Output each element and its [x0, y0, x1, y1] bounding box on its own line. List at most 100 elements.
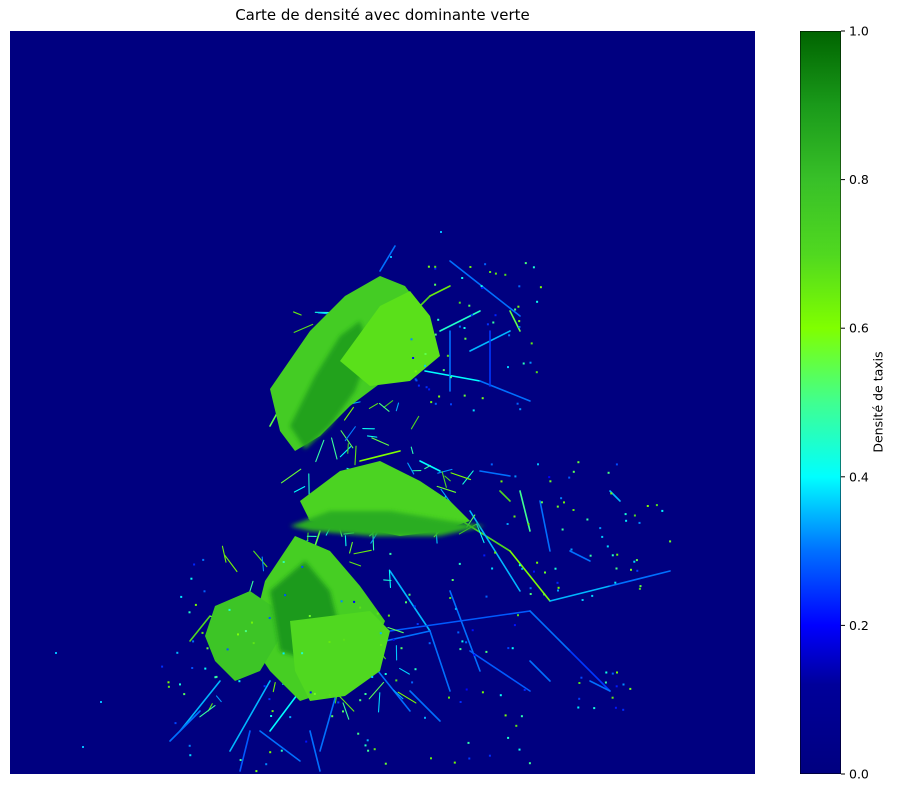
- density-point: [472, 409, 475, 412]
- street-texture: [368, 402, 379, 409]
- street-segment: [479, 470, 511, 477]
- density-point: [577, 461, 580, 464]
- density-point: [408, 593, 411, 596]
- density-point: [203, 590, 206, 593]
- density-point: [518, 285, 521, 288]
- density-point: [425, 386, 428, 389]
- density-point: [461, 277, 464, 279]
- density-point: [548, 476, 551, 479]
- street-texture: [337, 694, 355, 712]
- density-point: [194, 603, 197, 606]
- density-point: [521, 567, 524, 570]
- density-point: [624, 513, 627, 516]
- density-point: [340, 600, 343, 603]
- colorbar-gradient: [800, 31, 841, 774]
- density-point: [511, 647, 514, 650]
- density-point: [508, 334, 511, 337]
- density-point: [556, 505, 559, 508]
- street-texture: [293, 323, 314, 333]
- density-point: [193, 563, 196, 566]
- density-point: [366, 739, 369, 742]
- density-point: [518, 326, 521, 328]
- density-point: [549, 480, 552, 483]
- density-point: [449, 376, 452, 379]
- density-point: [161, 665, 164, 668]
- street-segment: [309, 730, 321, 772]
- density-point: [202, 558, 205, 561]
- density-point: [190, 577, 193, 580]
- density-point: [305, 740, 308, 743]
- density-point: [507, 366, 509, 369]
- colorbar-tick-label: 0.8: [849, 172, 869, 187]
- density-point: [359, 699, 362, 702]
- density-point: [201, 631, 204, 634]
- street-segment: [449, 590, 481, 672]
- density-point: [611, 554, 614, 557]
- density-point: [268, 698, 271, 701]
- region-lower-west: [205, 591, 278, 681]
- street-texture: [272, 682, 276, 693]
- density-point: [454, 607, 457, 610]
- density-point: [167, 685, 170, 688]
- density-point: [530, 342, 533, 345]
- street-texture: [331, 437, 338, 460]
- street-segment: [569, 550, 591, 562]
- street-segment: [529, 610, 571, 652]
- density-point: [507, 647, 510, 650]
- street-texture: [383, 400, 394, 408]
- density-point: [434, 402, 437, 405]
- street-segment: [359, 450, 401, 462]
- density-point: [176, 651, 179, 654]
- street-texture: [199, 704, 216, 718]
- density-point: [414, 370, 417, 373]
- density-point: [228, 608, 231, 611]
- density-point: [380, 643, 383, 646]
- density-point: [468, 304, 471, 307]
- density-point: [615, 567, 618, 570]
- street-texture: [410, 446, 414, 455]
- density-point: [481, 397, 484, 400]
- density-point: [100, 701, 102, 703]
- street-texture: [347, 443, 349, 454]
- colorbar: [800, 31, 841, 774]
- density-point: [489, 271, 492, 273]
- density-point: [434, 283, 437, 286]
- density-point: [578, 697, 581, 700]
- density-point: [269, 751, 272, 754]
- density-point: [428, 388, 431, 391]
- density-point: [504, 273, 507, 276]
- street-texture: [377, 692, 381, 713]
- density-point: [655, 504, 658, 507]
- street-segment: [389, 620, 461, 632]
- density-point: [469, 266, 472, 268]
- density-point: [353, 600, 356, 603]
- colorbar-tick-label: 0.0: [849, 767, 869, 782]
- density-point: [635, 559, 638, 562]
- density-point: [252, 642, 255, 645]
- density-point: [601, 535, 604, 538]
- density-point: [529, 587, 532, 590]
- street-texture: [378, 402, 390, 412]
- street-segment: [429, 630, 451, 692]
- region-lower-south: [290, 611, 390, 701]
- density-point: [490, 463, 493, 466]
- density-point: [465, 688, 468, 691]
- density-point: [430, 757, 432, 760]
- street-segment: [239, 730, 251, 772]
- density-point: [424, 353, 427, 355]
- density-point: [427, 265, 430, 268]
- density-point: [622, 683, 625, 686]
- density-point: [468, 757, 471, 760]
- street-segment: [179, 680, 221, 732]
- density-point: [214, 676, 217, 679]
- density-point: [331, 715, 334, 718]
- density-point: [581, 599, 584, 601]
- street-texture: [253, 550, 268, 568]
- street-texture: [315, 439, 325, 463]
- density-point: [308, 615, 311, 617]
- street-segment: [509, 550, 551, 602]
- street-texture: [410, 415, 420, 430]
- density-point: [557, 589, 559, 592]
- street-texture: [349, 561, 362, 567]
- density-point: [284, 594, 287, 597]
